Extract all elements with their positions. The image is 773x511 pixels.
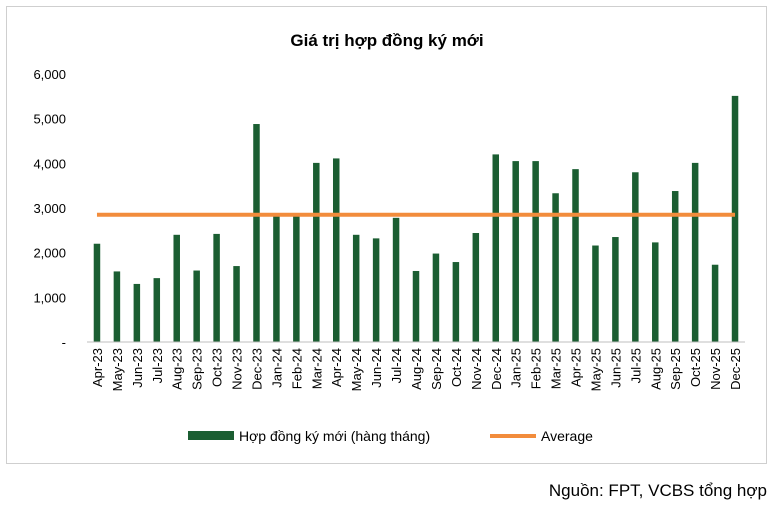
bar-Oct-25 xyxy=(691,162,699,342)
bar-Aug-23 xyxy=(173,234,180,342)
bar-Nov-24 xyxy=(472,233,480,342)
x-tick-label: May-24 xyxy=(349,348,364,391)
x-tick-label: Apr-23 xyxy=(90,348,105,387)
bar-Aug-24 xyxy=(412,270,420,342)
bar-Jun-24 xyxy=(372,238,380,342)
bar-Jan-25 xyxy=(512,161,519,342)
y-tick-label: 5,000 xyxy=(33,112,66,127)
x-tick-label: Nov-24 xyxy=(469,348,484,390)
bar-Aug-25 xyxy=(652,242,659,342)
bar-Dec-23 xyxy=(253,124,260,342)
y-tick-label: 4,000 xyxy=(33,156,66,171)
x-tick-label: Sep-24 xyxy=(429,348,444,390)
x-tick-label: Feb-24 xyxy=(289,348,304,389)
bar-Jul-25 xyxy=(632,172,639,342)
x-tick-label: Dec-24 xyxy=(489,348,504,390)
x-tick-label: Oct-23 xyxy=(210,348,225,387)
x-tick-label: May-25 xyxy=(588,348,603,391)
bar-Jun-23 xyxy=(133,283,141,342)
x-tick-label: Jan-24 xyxy=(269,348,284,388)
x-tick-label: Apr-24 xyxy=(329,348,344,387)
x-tick-label: Aug-24 xyxy=(409,348,424,390)
bar-Dec-25 xyxy=(731,95,739,343)
x-tick-label: May-23 xyxy=(110,348,125,391)
x-tick-label: Mar-24 xyxy=(309,348,324,389)
bar-Oct-24 xyxy=(452,262,460,342)
x-tick-label: Oct-24 xyxy=(449,348,464,387)
x-tick-label: Nov-23 xyxy=(230,348,245,390)
bar-Feb-24 xyxy=(293,214,300,342)
x-tick-label: Aug-25 xyxy=(648,348,663,390)
y-axis: - 1,000 2,000 3,000 4,000 5,000 6,000 xyxy=(33,67,66,350)
legend-label-average: Average xyxy=(541,428,593,444)
x-tick-label: Mar-25 xyxy=(549,348,564,389)
y-tick-label: 2,000 xyxy=(33,246,66,261)
x-tick-label: Dec-25 xyxy=(728,348,743,390)
legend-label-monthly: Hợp đồng ký mới (hàng tháng) xyxy=(239,428,430,444)
bar-Sep-24 xyxy=(432,253,440,342)
y-tick-label: 3,000 xyxy=(33,201,66,216)
bar-Feb-25 xyxy=(532,161,539,342)
bar-Jul-24 xyxy=(392,217,400,342)
x-tick-label: Nov-25 xyxy=(708,348,723,390)
chart-svg: Giá trị hợp đồng ký mới - 1,000 2,000 3,000… xyxy=(33,31,745,444)
x-axis: Apr-23 May-23 Jun-23 Jul-23 Aug-23 Sep-23 Oct-… xyxy=(87,341,745,391)
x-tick-label: Jul-23 xyxy=(150,348,165,383)
bar-Dec-24 xyxy=(492,154,500,342)
x-tick-label: Aug-23 xyxy=(170,348,185,390)
bar-Apr-23 xyxy=(93,243,101,342)
x-tick-label: Jan-25 xyxy=(509,348,524,388)
x-tick-label: Jun-24 xyxy=(369,348,384,388)
x-tick-label: Jul-25 xyxy=(628,348,643,383)
chart-frame: Giá trị hợp đồng ký mới - 1,000 2,000 3,000… xyxy=(6,6,767,464)
y-tick-label: 1,000 xyxy=(33,290,66,305)
source-note: Nguồn: FPT, VCBS tổng hợp xyxy=(548,481,767,500)
bar-Mar-24 xyxy=(313,162,320,342)
x-tick-label: Apr-25 xyxy=(569,348,584,387)
bar-series xyxy=(93,95,739,343)
bar-Oct-23 xyxy=(213,233,220,342)
x-tick-label: Sep-23 xyxy=(190,348,205,390)
bar-Nov-23 xyxy=(233,266,240,342)
legend-swatch-monthly xyxy=(188,431,234,440)
x-tick-label: Sep-25 xyxy=(668,348,683,390)
legend: Hợp đồng ký mới (hàng tháng) Average xyxy=(188,428,593,444)
bar-Jun-25 xyxy=(612,237,619,342)
bar-Apr-25 xyxy=(572,169,579,342)
bar-May-23 xyxy=(113,271,121,342)
x-tick-label: Dec-23 xyxy=(249,348,264,390)
y-tick-label: 6,000 xyxy=(33,67,66,82)
x-tick-label: Jul-24 xyxy=(389,348,404,383)
bar-Apr-24 xyxy=(332,158,340,342)
chart-title: Giá trị hợp đồng ký mới xyxy=(290,31,483,50)
bar-Nov-25 xyxy=(711,264,719,342)
bar-Jul-23 xyxy=(153,278,161,342)
x-tick-label: Oct-25 xyxy=(688,348,703,387)
bar-Mar-25 xyxy=(552,193,559,342)
bar-May-25 xyxy=(592,245,599,342)
bar-May-24 xyxy=(352,234,360,342)
x-tick-label: Jun-23 xyxy=(130,348,145,388)
bar-Sep-25 xyxy=(671,191,679,342)
y-tick-label: - xyxy=(62,335,66,350)
bar-Jan-24 xyxy=(273,213,280,342)
bar-Sep-23 xyxy=(193,270,200,342)
x-tick-label: Jun-25 xyxy=(608,348,623,388)
x-tick-label: Feb-25 xyxy=(529,348,544,389)
